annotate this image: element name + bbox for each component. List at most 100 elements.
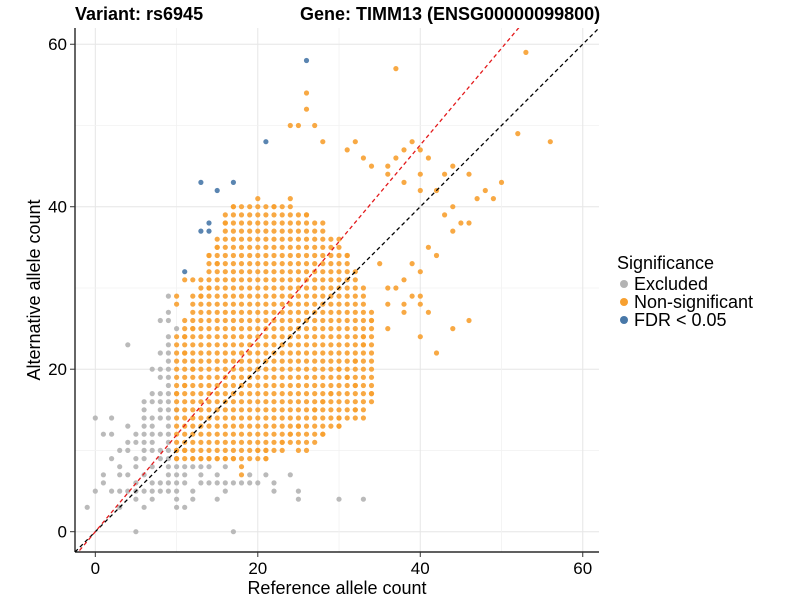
point-non-significant <box>247 277 253 283</box>
grid-lines <box>75 28 599 552</box>
point-non-significant <box>263 285 269 291</box>
point-non-significant <box>336 382 342 389</box>
point-non-significant <box>271 236 277 242</box>
point-non-significant <box>295 334 301 340</box>
point-non-significant <box>271 374 277 380</box>
point-non-significant <box>287 342 293 348</box>
point-non-significant <box>287 431 293 437</box>
point-non-significant <box>328 391 334 397</box>
point-non-significant <box>230 342 236 348</box>
point-non-significant <box>182 350 188 356</box>
point-non-significant <box>279 447 285 453</box>
point-non-significant <box>344 358 350 364</box>
point-excluded <box>222 480 228 486</box>
point-non-significant <box>360 309 366 315</box>
point-non-significant <box>303 334 310 340</box>
point-excluded <box>287 472 293 478</box>
point-non-significant <box>182 317 188 324</box>
point-non-significant <box>287 196 293 202</box>
point-non-significant <box>182 334 188 340</box>
point-fdr <box>230 179 236 185</box>
point-non-significant <box>230 252 236 259</box>
point-non-significant <box>174 423 180 429</box>
point-non-significant <box>271 317 277 324</box>
point-non-significant <box>214 456 220 462</box>
point-non-significant <box>247 204 253 210</box>
point-non-significant <box>352 326 358 332</box>
point-non-significant <box>198 366 204 372</box>
point-non-significant <box>312 423 318 429</box>
point-non-significant <box>360 399 366 405</box>
legend-dot-non-significant-icon <box>620 298 628 306</box>
point-non-significant <box>230 399 236 405</box>
point-non-significant <box>263 252 269 259</box>
point-non-significant <box>238 236 245 242</box>
point-excluded <box>149 431 155 437</box>
point-non-significant <box>247 423 253 429</box>
point-non-significant <box>328 382 334 389</box>
point-non-significant <box>279 277 285 283</box>
point-non-significant <box>214 252 220 259</box>
point-non-significant <box>320 399 326 405</box>
point-excluded <box>174 496 180 502</box>
point-non-significant <box>238 415 245 421</box>
point-non-significant <box>230 285 236 291</box>
point-non-significant <box>222 212 228 218</box>
point-non-significant <box>174 358 180 364</box>
point-non-significant <box>336 334 342 340</box>
point-non-significant <box>247 293 253 299</box>
point-non-significant <box>482 187 488 194</box>
point-non-significant <box>303 269 310 275</box>
point-non-significant <box>190 277 196 283</box>
point-non-significant <box>287 261 293 267</box>
point-non-significant <box>336 261 342 267</box>
point-non-significant <box>174 399 180 405</box>
point-non-significant <box>320 317 326 324</box>
point-non-significant <box>214 391 220 397</box>
point-non-significant <box>303 342 310 348</box>
point-non-significant <box>287 399 293 405</box>
point-non-significant <box>368 399 375 405</box>
point-non-significant <box>238 220 245 226</box>
point-non-significant <box>230 456 236 462</box>
point-non-significant <box>271 382 277 389</box>
point-non-significant <box>247 212 253 218</box>
point-non-significant <box>247 220 253 226</box>
point-non-significant <box>263 220 269 226</box>
point-non-significant <box>206 374 212 380</box>
point-non-significant <box>255 431 261 437</box>
point-non-significant <box>279 407 285 413</box>
point-non-significant <box>336 391 342 397</box>
point-non-significant <box>230 382 236 389</box>
point-non-significant <box>247 301 253 307</box>
point-non-significant <box>214 293 220 299</box>
point-non-significant <box>279 439 285 445</box>
point-non-significant <box>295 236 301 242</box>
point-non-significant <box>182 456 188 462</box>
point-non-significant <box>328 399 334 405</box>
point-non-significant <box>206 317 212 324</box>
point-non-significant <box>547 139 553 145</box>
point-non-significant <box>336 399 342 405</box>
y-tick-label: 20 <box>48 360 67 379</box>
point-excluded <box>117 447 123 453</box>
point-non-significant <box>360 382 366 389</box>
point-non-significant <box>222 456 228 462</box>
point-non-significant <box>417 334 423 340</box>
point-non-significant <box>328 309 334 315</box>
point-non-significant <box>174 342 180 348</box>
point-non-significant <box>222 228 228 234</box>
point-non-significant <box>263 309 269 315</box>
point-non-significant <box>328 326 334 332</box>
point-non-significant <box>255 285 261 291</box>
point-non-significant <box>368 358 375 364</box>
point-non-significant <box>279 358 285 364</box>
point-non-significant <box>214 285 220 291</box>
point-excluded <box>125 423 131 429</box>
point-non-significant <box>206 439 212 445</box>
point-non-significant <box>344 350 350 356</box>
legend-label-excluded: Excluded <box>634 273 709 294</box>
point-non-significant <box>368 309 375 315</box>
point-non-significant <box>303 350 310 356</box>
point-non-significant <box>320 220 326 226</box>
